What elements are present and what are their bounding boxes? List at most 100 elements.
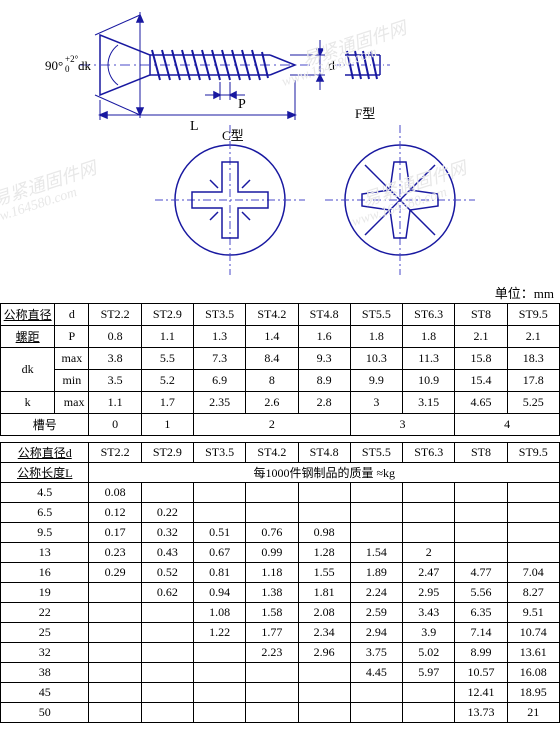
mass-cell — [194, 663, 246, 683]
mass-cell — [403, 523, 455, 543]
mass-cell: 13.73 — [455, 703, 507, 723]
mass-cell — [350, 703, 402, 723]
unit-label: 单位：mm — [0, 285, 560, 303]
mass-cell: 1.38 — [246, 583, 298, 603]
mass-cell — [194, 483, 246, 503]
mass-cell — [403, 483, 455, 503]
table-row: 公称直径d ST2.2 ST2.9 ST3.5 ST4.2 ST4.8 ST5.… — [1, 443, 560, 463]
mass-cell — [298, 703, 350, 723]
mass-cell — [89, 703, 141, 723]
table-row: 4512.4118.95 — [1, 683, 560, 703]
mass-cell — [89, 583, 141, 603]
table-row: 6.50.120.22 — [1, 503, 560, 523]
mass-cell: 0.81 — [194, 563, 246, 583]
table-row: 384.455.9710.5716.08 — [1, 663, 560, 683]
mass-cell: 5.97 — [403, 663, 455, 683]
svg-text:dk: dk — [78, 58, 92, 73]
mass-cell: 4.45 — [350, 663, 402, 683]
hdr-diameter: 公称直径 — [1, 304, 55, 326]
mass-cell: 2 — [403, 543, 455, 563]
mass-cell: 6.35 — [455, 603, 507, 623]
mass-cell: 10.57 — [455, 663, 507, 683]
length-cell: 32 — [1, 643, 89, 663]
mass-cell: 5.02 — [403, 643, 455, 663]
mass-cell — [194, 643, 246, 663]
mass-cell: 13.61 — [507, 643, 559, 663]
mass-cell: 0.29 — [89, 563, 141, 583]
table-row: 322.232.963.755.028.9913.61 — [1, 643, 560, 663]
length-cell: 50 — [1, 703, 89, 723]
length-cell: 25 — [1, 623, 89, 643]
table-row: 130.230.430.670.991.281.542 — [1, 543, 560, 563]
dim-P-label: P — [238, 97, 246, 112]
mass-cell: 0.23 — [89, 543, 141, 563]
mass-cell — [246, 703, 298, 723]
hdr-d: d — [55, 304, 89, 326]
table-row: 槽号 0 1 2 3 4 — [1, 414, 560, 436]
mass-cell: 2.96 — [298, 643, 350, 663]
mass-cell — [507, 543, 559, 563]
mass-cell: 0.67 — [194, 543, 246, 563]
table-row: 160.290.520.811.181.551.892.474.777.04 — [1, 563, 560, 583]
mass-cell — [455, 543, 507, 563]
mass-cell: 2.94 — [350, 623, 402, 643]
mass-cell: 1.28 — [298, 543, 350, 563]
table-row: min 3.5 5.2 6.9 8 8.9 9.9 10.9 15.4 17.8 — [1, 370, 560, 392]
mass-cell — [89, 623, 141, 643]
length-cell: 13 — [1, 543, 89, 563]
mass-cell: 0.08 — [89, 483, 141, 503]
length-cell: 6.5 — [1, 503, 89, 523]
mass-cell — [298, 663, 350, 683]
mass-cell: 0.32 — [141, 523, 193, 543]
mass-cell — [298, 483, 350, 503]
mass-cell — [350, 503, 402, 523]
dim-L-label: L — [190, 119, 199, 134]
mass-cell — [141, 603, 193, 623]
mass-cell — [89, 683, 141, 703]
length-cell: 45 — [1, 683, 89, 703]
mass-cell — [194, 503, 246, 523]
type-c-label: C型 — [222, 128, 244, 143]
mass-cell: 2.23 — [246, 643, 298, 663]
mass-cell — [141, 703, 193, 723]
mass-cell — [403, 703, 455, 723]
mass-cell — [455, 503, 507, 523]
mass-cell: 0.99 — [246, 543, 298, 563]
mass-cell — [246, 683, 298, 703]
mass-cell: 2.95 — [403, 583, 455, 603]
mass-cell — [89, 663, 141, 683]
mass-cell: 7.14 — [455, 623, 507, 643]
mass-cell: 0.52 — [141, 563, 193, 583]
mass-cell — [141, 483, 193, 503]
mass-cell: 2.47 — [403, 563, 455, 583]
mass-cell: 1.89 — [350, 563, 402, 583]
table-row: 4.50.08 — [1, 483, 560, 503]
mass-cell: 1.18 — [246, 563, 298, 583]
mass-cell: 3.43 — [403, 603, 455, 623]
mass-cell — [89, 603, 141, 623]
mass-cell — [246, 503, 298, 523]
mass-cell — [455, 523, 507, 543]
mass-cell — [507, 483, 559, 503]
mass-cell — [403, 683, 455, 703]
mass-cell: 0.22 — [141, 503, 193, 523]
mass-cell — [507, 523, 559, 543]
mass-cell — [246, 483, 298, 503]
mass-cell: 0.17 — [89, 523, 141, 543]
mass-cell: 1.22 — [194, 623, 246, 643]
table-row: 螺距 P 0.8 1.1 1.3 1.4 1.6 1.8 1.8 2.1 2.1 — [1, 326, 560, 348]
table-row: 190.620.941.381.812.242.955.568.27 — [1, 583, 560, 603]
technical-drawing: 易紧通固件网 www.164580.com 易紧通固件网 www.164580.… — [0, 0, 560, 285]
type-f-label: F型 — [355, 106, 375, 121]
mass-cell: 8.27 — [507, 583, 559, 603]
mass-cell — [350, 683, 402, 703]
table-row: 221.081.582.082.593.436.359.51 — [1, 603, 560, 623]
mass-cell: 2.08 — [298, 603, 350, 623]
length-cell: 16 — [1, 563, 89, 583]
mass-cell: 2.34 — [298, 623, 350, 643]
mass-cell — [141, 623, 193, 643]
mass-cell: 0.94 — [194, 583, 246, 603]
mass-cell: 1.54 — [350, 543, 402, 563]
mass-cell — [141, 663, 193, 683]
mass-cell: 5.56 — [455, 583, 507, 603]
